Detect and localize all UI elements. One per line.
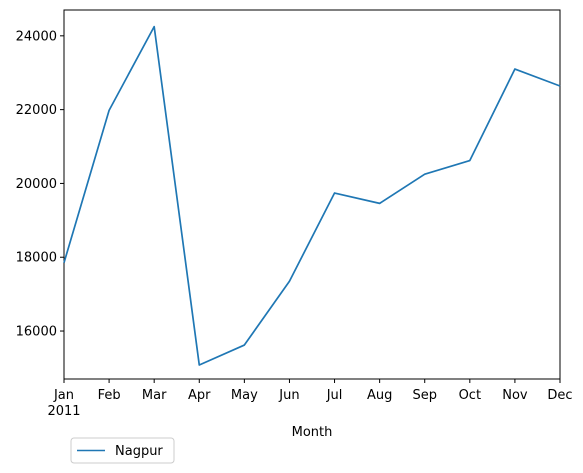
- legend-entry-nagpur: Nagpur: [115, 444, 163, 459]
- legend-box: [70, 437, 175, 464]
- series-layer: [63, 25, 561, 366]
- x-tick-label-jun: Jun: [278, 388, 299, 403]
- y-tick-label: 20000: [16, 177, 57, 192]
- plot-frame: [63, 9, 561, 380]
- x-tick-label-mar: Mar: [142, 388, 167, 403]
- x-tick-label-may: May: [231, 388, 258, 403]
- x-axis-label: Month: [292, 425, 333, 440]
- x-tick-label-oct: Oct: [459, 388, 481, 403]
- series-line-nagpur: [63, 25, 561, 366]
- x-tick-label-jan: Jan: [53, 388, 74, 403]
- x-tick-label-jul: Jul: [326, 388, 343, 403]
- x-axis-ticks: Jan Feb Mar Apr May Jun Jul Aug Sep Oct Nov Dec: [53, 379, 573, 403]
- y-axis-ticks: 16000 18000 20000 22000 24000: [16, 29, 64, 340]
- y-tick-label: 18000: [16, 251, 57, 266]
- x-tick-label-sep: Sep: [412, 388, 437, 403]
- x-tick-label-feb: Feb: [98, 388, 121, 403]
- y-tick-label: 16000: [16, 325, 57, 340]
- x-tick-label-aug: Aug: [367, 388, 392, 403]
- x-axis-year-label: 2011: [47, 404, 80, 419]
- y-tick-label: 24000: [16, 29, 57, 44]
- x-tick-label-apr: Apr: [188, 388, 211, 403]
- plot-area: [63, 9, 561, 380]
- x-tick-label-nov: Nov: [502, 388, 528, 403]
- legend: Nagpur: [70, 437, 175, 464]
- x-tick-label-dec: Dec: [547, 388, 572, 403]
- y-tick-label: 22000: [16, 103, 57, 118]
